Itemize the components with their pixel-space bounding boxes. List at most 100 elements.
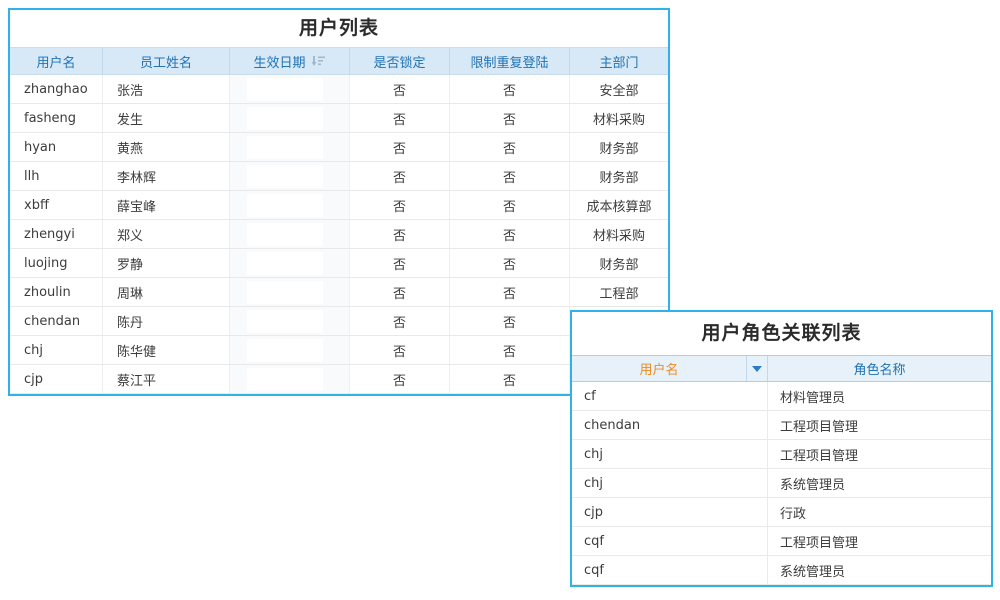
user-list-header-row: 用户名 员工姓名 生效日期 是否锁定 [10, 47, 668, 75]
role-table-row[interactable]: cjp 行政 [572, 498, 991, 527]
cell-is-locked: 否 [350, 220, 450, 248]
sort-icon[interactable] [311, 55, 326, 67]
cell-username: chendan [572, 411, 768, 439]
column-header-main-department[interactable]: 主部门 [570, 48, 668, 74]
cell-restrict-login: 否 [450, 191, 570, 219]
cell-role-name: 工程项目管理 [780, 448, 859, 464]
date-input[interactable] [247, 309, 323, 333]
date-input[interactable] [247, 106, 323, 130]
user-table-row[interactable]: zhanghao 张浩 否否 安全部 [10, 75, 668, 104]
role-table-row[interactable]: cqf 工程项目管理 [572, 527, 991, 556]
cell-effective-date [230, 75, 350, 103]
cell-username: fasheng [10, 104, 103, 132]
user-table-row[interactable]: xbff 薛宝峰否否成本核算部 [10, 191, 668, 220]
cell-is-locked: 否 [350, 75, 450, 103]
cell-effective-date [230, 162, 350, 190]
cell-effective-date [230, 133, 350, 161]
column-header-label: 用户名 [36, 55, 76, 71]
cell-restrict-login: 否 [450, 278, 570, 306]
cell-username: cjp [10, 365, 103, 393]
cell-username: zhoulin [10, 278, 103, 306]
cell-is-locked: 否 [350, 249, 450, 277]
cell-username: zhanghao [10, 75, 103, 103]
role-table-row[interactable]: chj 工程项目管理 [572, 440, 991, 469]
column-header-restrict-duplicate-login[interactable]: 限制重复登陆 [450, 48, 570, 74]
cell-username: llh [10, 162, 103, 190]
user-table-row[interactable]: chendan 陈丹 否否 [10, 307, 668, 336]
cell-is-locked: 否 [350, 278, 450, 306]
cell-main-department: 材料采购 [592, 228, 645, 244]
cell-employee-name: 蔡江平 [103, 365, 230, 393]
date-input[interactable] [247, 222, 323, 246]
cell-username: cqf [572, 556, 768, 584]
cell-is-locked: 否 [350, 365, 450, 393]
user-table-row[interactable]: luojing 罗静 否否 财务部 [10, 249, 668, 278]
column-header-is-locked[interactable]: 是否锁定 [350, 48, 450, 74]
cell-employee-name: 黄燕 [103, 133, 230, 161]
caret-down-icon [752, 365, 762, 372]
cell-is-locked: 否 [350, 104, 450, 132]
user-table-row[interactable]: chj 陈华健 否否 [10, 336, 668, 365]
cell-main-department: 财务部 [599, 170, 639, 186]
cell-restrict-login: 否 [450, 336, 570, 364]
cell-employee-name: 周琳 [103, 278, 230, 306]
date-input[interactable] [247, 338, 323, 362]
column-header-employee-name[interactable]: 员工姓名 [103, 48, 230, 74]
username-filter-dropdown-button[interactable] [747, 356, 768, 381]
column-header-label: 是否锁定 [373, 55, 426, 71]
role-table-row[interactable]: chj 系统管理员 [572, 469, 991, 498]
date-input[interactable] [247, 77, 323, 101]
cell-main-department: 材料采购 [592, 112, 645, 128]
cell-restrict-login: 否 [450, 365, 570, 393]
column-header-username[interactable]: 用户名 [10, 48, 103, 74]
cell-employee-name: 薛宝峰 [103, 191, 230, 219]
date-input[interactable] [247, 367, 323, 391]
user-list-title: 用户列表 [298, 17, 379, 39]
cell-username: chj [10, 336, 103, 364]
column-header-label: 员工姓名 [139, 55, 192, 71]
cell-username: zhengyi [10, 220, 103, 248]
cell-username: chj [572, 469, 768, 497]
column-header-role-name[interactable]: 角色名称 [768, 356, 991, 381]
column-header-label: 限制重复登陆 [470, 55, 549, 71]
role-table-row[interactable]: chendan 工程项目管理 [572, 411, 991, 440]
date-input[interactable] [247, 251, 323, 275]
user-table-row[interactable]: fasheng 发生 否否 材料采购 [10, 104, 668, 133]
cell-username: cqf [572, 527, 768, 555]
role-table-row[interactable]: cf 材料管理员 [572, 382, 991, 411]
cell-role-name: 系统管理员 [780, 564, 846, 580]
cell-is-locked: 否 [350, 133, 450, 161]
user-list-table: 用户列表 用户名 员工姓名 生效日期 [8, 8, 670, 396]
cell-username: chendan [10, 307, 103, 335]
cell-effective-date [230, 365, 350, 393]
cell-username: luojing [10, 249, 103, 277]
cell-restrict-login: 否 [450, 162, 570, 190]
user-table-row[interactable]: llh 李林辉 否否 财务部 [10, 162, 668, 191]
column-header-label: 角色名称 [853, 363, 906, 378]
date-input[interactable] [247, 193, 323, 217]
cell-role-name: 工程项目管理 [780, 535, 859, 551]
date-input[interactable] [247, 135, 323, 159]
cell-main-department: 成本核算部 [586, 199, 652, 215]
cell-restrict-login: 否 [450, 75, 570, 103]
date-input[interactable] [247, 280, 323, 304]
role-table-body: cf 材料管理员 chendan 工程项目管理 chj 工程项目管理 chj 系统管理员 cjp… [572, 382, 991, 585]
cell-role-name: 系统管理员 [780, 477, 846, 493]
date-input[interactable] [247, 164, 323, 188]
cell-is-locked: 否 [350, 191, 450, 219]
role-table-row[interactable]: cqf 系统管理员 [572, 556, 991, 585]
cell-main-department: 安全部 [599, 83, 639, 99]
user-table-row[interactable]: hyan 黄燕 否否 财务部 [10, 133, 668, 162]
user-table-row[interactable]: cjp 蔡江平 否否 [10, 365, 668, 394]
column-header-effective-date[interactable]: 生效日期 [230, 48, 350, 74]
cell-effective-date [230, 336, 350, 364]
column-header-username[interactable]: 用户名 [572, 356, 747, 381]
column-header-label: 主部门 [599, 55, 639, 71]
cell-role-name: 材料管理员 [780, 390, 846, 406]
user-table-body: zhanghao 张浩否否安全部 fasheng 发生否否材料采购 hyan 黄燕否否财务… [10, 75, 668, 394]
cell-effective-date [230, 220, 350, 248]
user-table-row[interactable]: zhoulin 周琳 否否 工程部 [10, 278, 668, 307]
cell-restrict-login: 否 [450, 220, 570, 248]
user-table-row[interactable]: zhengyi 郑义 否否 材料采购 [10, 220, 668, 249]
cell-is-locked: 否 [350, 162, 450, 190]
